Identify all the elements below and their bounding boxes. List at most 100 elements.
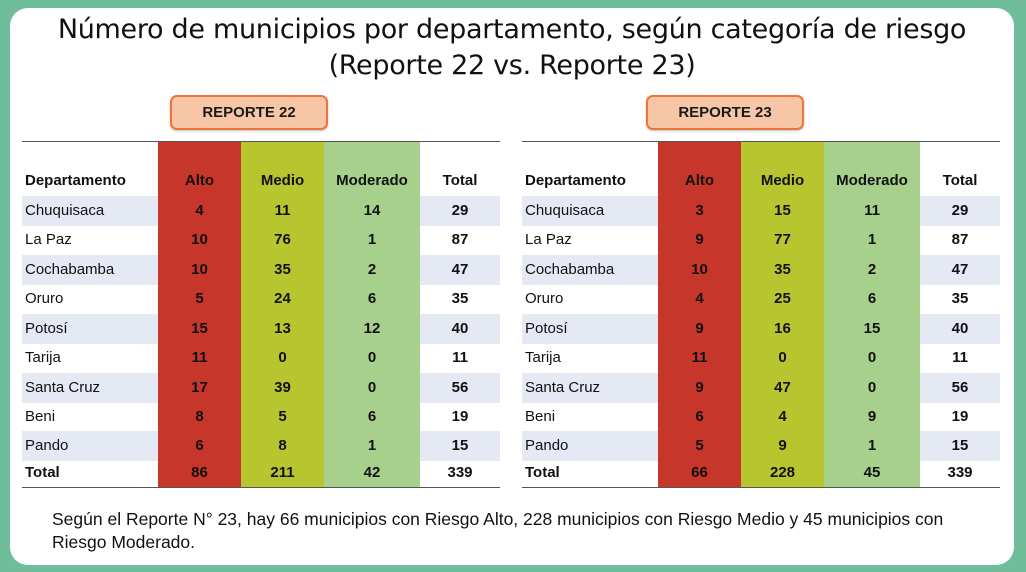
- cell-alto: 6: [195, 437, 204, 454]
- cell-department: Tarija: [25, 349, 61, 366]
- cell-medio: 39: [274, 379, 291, 396]
- total-moderado: 45: [863, 464, 881, 481]
- cell-department: Chuquisaca: [25, 202, 105, 219]
- cell-department: Potosí: [525, 320, 568, 337]
- cell-total: 11: [952, 349, 968, 366]
- cell-department: Beni: [525, 408, 556, 425]
- cell-alto: 10: [691, 261, 708, 278]
- cell-alto: 4: [695, 290, 704, 307]
- cell-alto: 3: [695, 202, 704, 219]
- header-alto: Alto: [684, 172, 715, 189]
- cell-medio: 47: [774, 379, 791, 396]
- header-alto: Alto: [184, 172, 215, 189]
- cell-department: La Paz: [25, 231, 72, 248]
- cell-total: 40: [451, 320, 469, 337]
- cell-alto: 10: [191, 231, 208, 248]
- cell-total: 35: [451, 290, 469, 307]
- total-moderado: 42: [363, 464, 381, 481]
- cell-total: 15: [951, 437, 969, 454]
- total-alto: 86: [191, 464, 208, 481]
- cell-department: Beni: [25, 408, 56, 425]
- cell-moderado: 12: [363, 320, 381, 337]
- cell-department: Pando: [525, 437, 569, 454]
- cell-moderado: 2: [367, 261, 377, 278]
- total-medio: 211: [270, 464, 295, 481]
- cell-alto: 11: [691, 349, 708, 366]
- cell-department: Oruro: [525, 290, 564, 307]
- cell-total: 87: [951, 231, 969, 248]
- report-23-medio-column: [741, 142, 824, 487]
- cell-moderado: 0: [867, 349, 877, 366]
- report-22-moderado-column: [324, 142, 420, 487]
- cell-medio: 35: [774, 261, 791, 278]
- total-alto: 66: [691, 464, 708, 481]
- report-23-moderado-column: [824, 142, 920, 487]
- cell-alto: 15: [191, 320, 208, 337]
- cell-alto: 5: [195, 290, 204, 307]
- cell-moderado: 0: [867, 379, 877, 396]
- cell-alto: 11: [191, 349, 208, 366]
- cell-alto: 9: [695, 320, 704, 337]
- cell-department: Potosí: [25, 320, 68, 337]
- cell-medio: 9: [778, 437, 787, 454]
- cell-moderado: 1: [867, 231, 877, 248]
- cell-department: Santa Cruz: [25, 379, 101, 396]
- total-department: Total: [25, 464, 60, 481]
- cell-alto: 17: [191, 379, 208, 396]
- cell-department: Pando: [25, 437, 69, 454]
- header-total: Total: [442, 172, 478, 189]
- cell-department: Santa Cruz: [525, 379, 601, 396]
- header-medio: Medio: [260, 172, 305, 189]
- cell-medio: 0: [278, 349, 287, 366]
- header-department: Departamento: [25, 172, 126, 189]
- cell-medio: 35: [274, 261, 291, 278]
- cell-medio: 15: [774, 202, 791, 219]
- cell-medio: 25: [774, 290, 791, 307]
- cell-total: 29: [951, 202, 969, 219]
- cell-total: 87: [451, 231, 469, 248]
- report-23-label: REPORTE 23: [646, 95, 804, 130]
- cell-department: La Paz: [525, 231, 572, 248]
- cell-moderado: 14: [363, 202, 381, 219]
- cell-alto: 4: [195, 202, 204, 219]
- cell-department: Cochabamba: [25, 261, 115, 278]
- cell-medio: 77: [774, 231, 791, 248]
- cell-alto: 10: [191, 261, 208, 278]
- cell-moderado: 2: [867, 261, 877, 278]
- slide-title: Número de municipios por departamento, s…: [10, 12, 1014, 84]
- cell-total: 40: [951, 320, 969, 337]
- cell-department: Tarija: [525, 349, 561, 366]
- header-department: Departamento: [525, 172, 626, 189]
- header-moderado: Moderado: [836, 172, 908, 189]
- cell-total: 29: [451, 202, 469, 219]
- cell-total: 47: [451, 261, 469, 278]
- cell-total: 19: [451, 408, 469, 425]
- cell-medio: 5: [278, 408, 287, 425]
- cell-medio: 4: [778, 408, 787, 425]
- total-total: 339: [447, 464, 473, 481]
- total-total: 339: [947, 464, 973, 481]
- total-medio: 228: [769, 464, 796, 481]
- cell-medio: 76: [274, 231, 291, 248]
- header-total: Total: [942, 172, 978, 189]
- cell-medio: 8: [278, 437, 287, 454]
- cell-moderado: 1: [367, 437, 377, 454]
- report-22-label: REPORTE 22: [170, 95, 328, 130]
- cell-moderado: 11: [864, 202, 880, 219]
- cell-total: 56: [951, 379, 969, 396]
- cell-alto: 9: [695, 379, 704, 396]
- cell-moderado: 1: [367, 231, 377, 248]
- cell-moderado: 0: [367, 379, 377, 396]
- cell-total: 19: [951, 408, 969, 425]
- report-22-alto-column: [158, 142, 241, 487]
- cell-total: 56: [451, 379, 469, 396]
- cell-medio: 0: [778, 349, 787, 366]
- cell-department: Cochabamba: [525, 261, 615, 278]
- header-moderado: Moderado: [336, 172, 408, 189]
- cell-total: 47: [951, 261, 969, 278]
- cell-medio: 16: [774, 320, 791, 337]
- cell-moderado: 0: [367, 349, 377, 366]
- cell-total: 11: [452, 349, 468, 366]
- cell-moderado: 15: [863, 320, 881, 337]
- title-line-1: Número de municipios por departamento, s…: [57, 14, 967, 45]
